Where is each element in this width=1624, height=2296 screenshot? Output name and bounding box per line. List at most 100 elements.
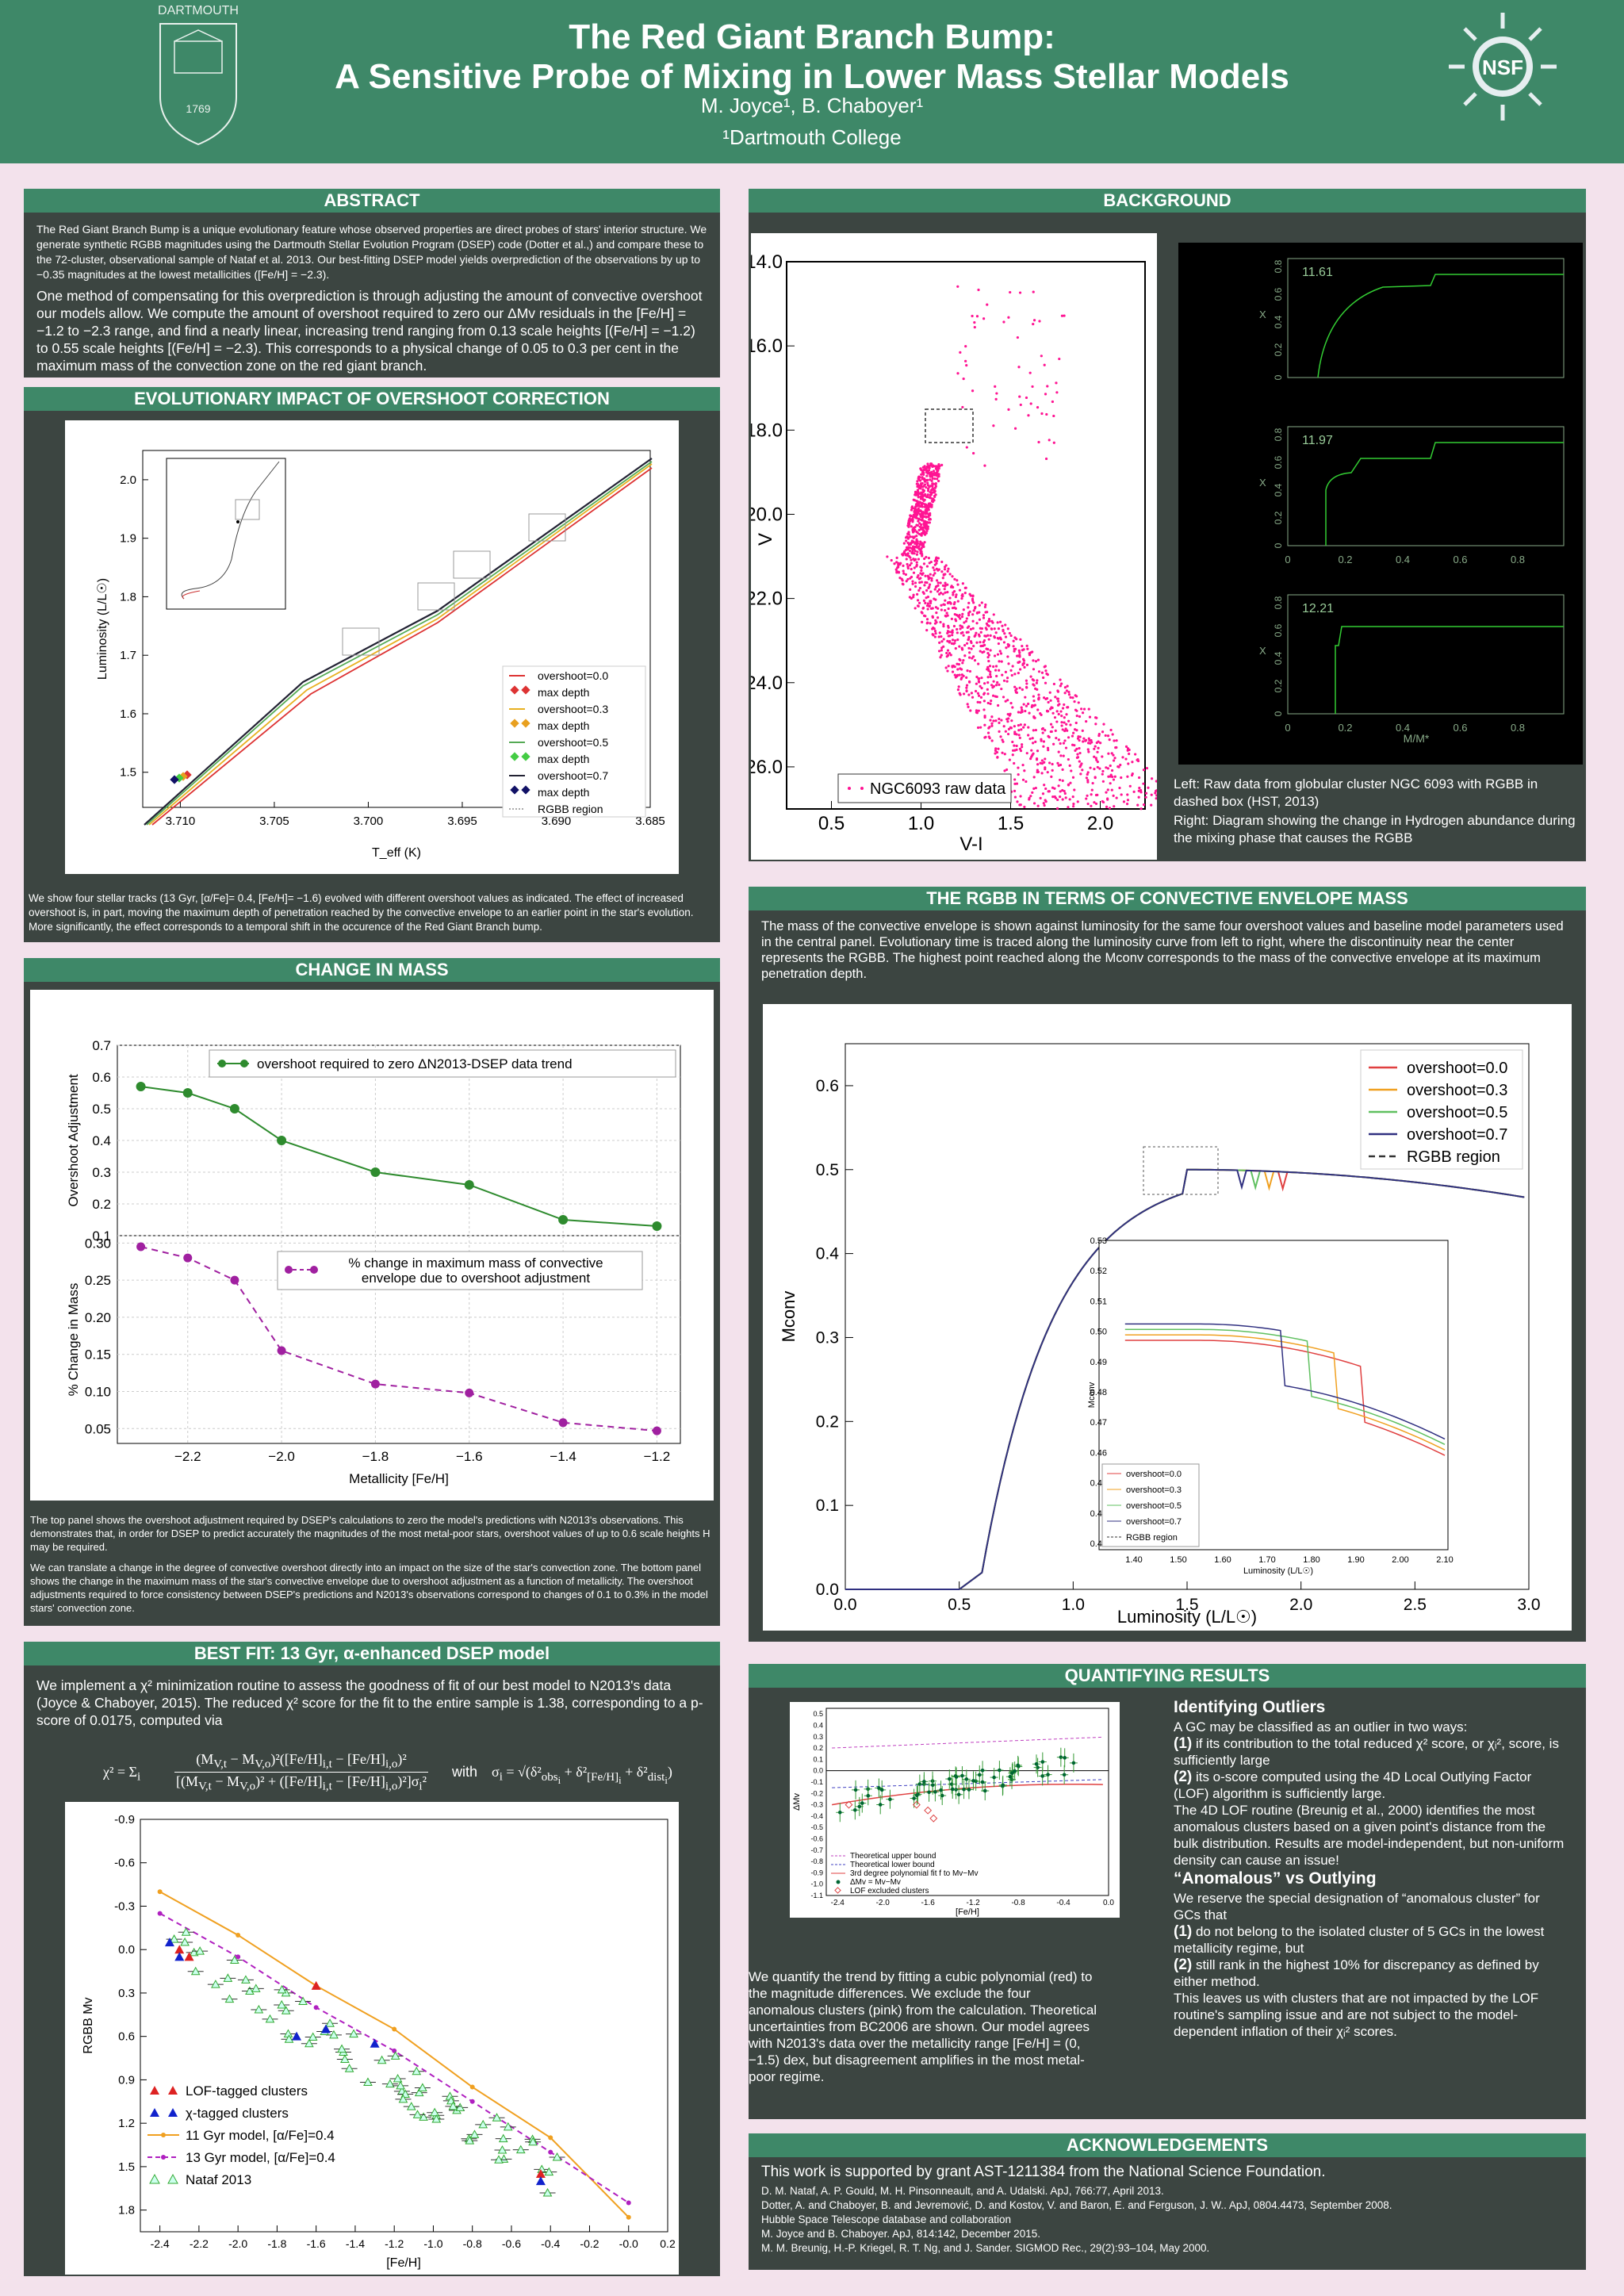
cmd-point bbox=[1006, 655, 1009, 658]
cmd-point bbox=[1040, 412, 1044, 416]
cmd-point bbox=[1094, 716, 1097, 719]
cmd-point bbox=[956, 614, 959, 618]
lof-point bbox=[535, 2169, 546, 2179]
cmd-point bbox=[913, 509, 916, 512]
nataf-point bbox=[412, 2110, 423, 2118]
pct-change-point bbox=[136, 1242, 146, 1251]
cmd-point bbox=[1064, 727, 1067, 730]
cmd-point bbox=[943, 603, 946, 607]
cmd-point bbox=[1155, 797, 1158, 800]
cmd-point bbox=[912, 558, 915, 561]
hx-xtick: 0.8 bbox=[1511, 554, 1525, 565]
cmd-point bbox=[906, 562, 909, 566]
rgbb-heading: THE RGBB IN TERMS OF CONVECTIVE ENVELOPE… bbox=[749, 887, 1586, 910]
chi2-equation: χ² = Σi (MV,t − MV,o)²([Fe/H]i,t − [Fe/H… bbox=[103, 1751, 672, 1793]
cmd-point bbox=[933, 559, 936, 562]
cmd-point bbox=[1073, 788, 1076, 792]
cmd-point bbox=[1080, 707, 1083, 711]
cmd-point bbox=[951, 634, 954, 637]
cmd-point bbox=[993, 635, 996, 638]
cmd-point bbox=[918, 525, 921, 528]
cmd-point bbox=[1012, 645, 1015, 648]
cmd-point bbox=[1090, 741, 1094, 744]
bf-ytick: -0.9 bbox=[114, 1813, 135, 1826]
cmd-point bbox=[998, 683, 1001, 686]
cmd-point bbox=[1060, 682, 1063, 685]
cmd-point bbox=[972, 655, 975, 658]
cmd-point bbox=[937, 479, 940, 483]
cmd-point bbox=[919, 577, 922, 580]
bf-legend: LOF-tagged clusters χ-tagged clusters 11… bbox=[147, 2083, 335, 2187]
cmd-point bbox=[1001, 751, 1004, 754]
nataf-point bbox=[478, 2119, 488, 2129]
cmd-point bbox=[933, 588, 936, 591]
pct-change-point bbox=[370, 1379, 380, 1389]
cmd-point bbox=[982, 641, 985, 644]
hx-panel-label: 11.61 bbox=[1302, 266, 1333, 279]
evo-heading: EVOLUTIONARY IMPACT OF OVERSHOOT CORRECT… bbox=[24, 387, 720, 411]
quant-right: Identifying Outliers A GC may be classif… bbox=[1174, 1699, 1570, 2040]
cmd-point bbox=[999, 620, 1002, 623]
cmd-point bbox=[1063, 716, 1066, 719]
quant-r7: (2) still rank in the highest 10% for di… bbox=[1174, 1957, 1539, 1989]
bf-ytick: -0.6 bbox=[114, 1857, 135, 1870]
mc-ytick: 0.0 bbox=[816, 1581, 839, 1599]
logo-left-year: 1769 bbox=[186, 102, 210, 115]
hr-xtick: 3.705 bbox=[259, 815, 289, 828]
cmd-point bbox=[1028, 371, 1032, 374]
cmd-point bbox=[1071, 696, 1074, 700]
cmd-point bbox=[994, 397, 998, 401]
cmd-point bbox=[1063, 721, 1066, 724]
cmd-point bbox=[929, 590, 933, 593]
cmd-point bbox=[1125, 803, 1129, 806]
cmd-point bbox=[1126, 749, 1129, 752]
cmd-point bbox=[984, 634, 988, 638]
mc-xtick: 0.0 bbox=[833, 1596, 856, 1614]
cmd-point bbox=[970, 647, 973, 650]
cmd-point bbox=[979, 645, 982, 648]
cmd-point bbox=[920, 473, 923, 476]
cmd-point bbox=[1081, 769, 1084, 772]
cmd-point bbox=[919, 565, 922, 569]
cmd-point bbox=[1015, 687, 1018, 691]
cmd-point bbox=[992, 719, 995, 723]
cmd-point bbox=[941, 584, 945, 587]
hx-ytick: 0.8 bbox=[1273, 259, 1284, 273]
chi-point bbox=[174, 1952, 185, 1961]
nataf-point bbox=[195, 1946, 205, 1955]
cmd-point bbox=[926, 521, 929, 524]
cmd-point bbox=[911, 527, 914, 531]
cmd-point bbox=[1013, 650, 1016, 653]
cmd-point bbox=[994, 631, 998, 634]
overshoot-point bbox=[136, 1082, 146, 1091]
cmd-point bbox=[1108, 807, 1112, 810]
cmd-point bbox=[920, 581, 924, 584]
cmd-point bbox=[1044, 393, 1048, 396]
dm-xtick: -0.4 bbox=[1056, 1899, 1071, 1907]
cmd-point bbox=[915, 546, 918, 549]
cmd-point bbox=[921, 469, 925, 473]
cmd-point bbox=[949, 654, 952, 657]
cmd-point bbox=[1121, 756, 1124, 759]
cmd-point bbox=[950, 631, 953, 634]
cmd-point bbox=[1070, 769, 1073, 772]
cmd-point bbox=[928, 583, 932, 586]
hr-chart: 3.710 3.705 3.700 3.695 3.690 3.685 1.5 1.6 1.7 1… bbox=[65, 420, 679, 874]
cmd-point bbox=[970, 641, 973, 645]
dm-point bbox=[950, 1787, 955, 1792]
cmd-point bbox=[908, 518, 911, 521]
dm-xtick: 0.0 bbox=[1103, 1899, 1114, 1907]
cmd-point bbox=[999, 652, 1003, 655]
cmd-point bbox=[1046, 746, 1050, 749]
cmd-point bbox=[971, 619, 975, 623]
cmd-point bbox=[1009, 701, 1013, 705]
cmd-point bbox=[922, 530, 926, 533]
cmd-point bbox=[982, 616, 986, 619]
cmd-point bbox=[1028, 738, 1032, 741]
dartmouth-logo: DARTMOUTH 1769 bbox=[143, 2, 254, 157]
model-13gyr-point bbox=[157, 1911, 163, 1916]
cmd-point bbox=[990, 700, 993, 703]
cmd-point bbox=[1018, 651, 1021, 654]
ack-ref-5: M. M. Breunig, H.-P. Kriegel, R. T. Ng, … bbox=[761, 2242, 1210, 2254]
dm-point bbox=[962, 1787, 966, 1792]
